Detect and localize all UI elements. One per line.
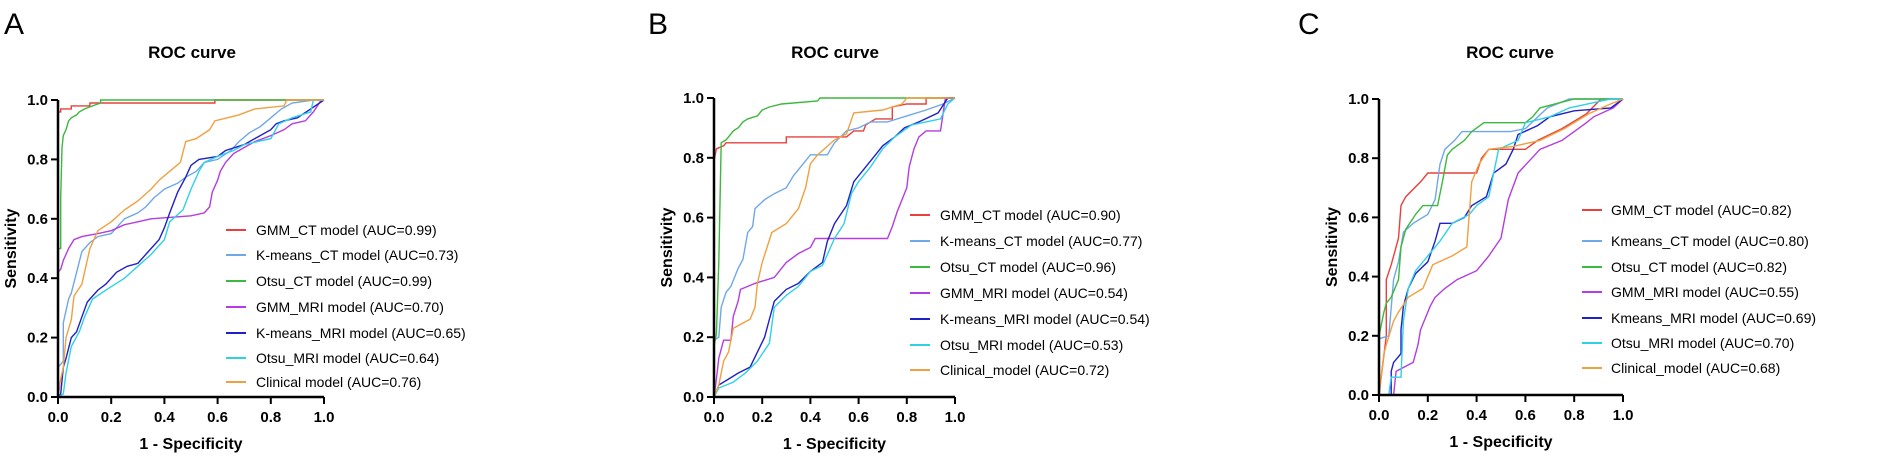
roc-curve-1 [57, 99, 324, 397]
legend-entry: GMM_MRI model (AUC=0.54) [940, 285, 1128, 301]
roc-curve-2 [713, 97, 955, 397]
legend-entry: K-means_CT model (AUC=0.77) [940, 233, 1142, 249]
panel-a: A ROC curve 0.0 0.2 0.4 0.6 0.8 1.0 0.0 0.2 0.4 0.6… [3, 8, 466, 453]
legend-entry: Clinical_model (AUC=0.68) [1611, 360, 1780, 376]
x-tick-label: 0.2 [752, 409, 773, 426]
roc-curve-2 [1378, 98, 1623, 395]
y-tick-label: 0.4 [683, 269, 705, 286]
y-tick-label: 0.0 [27, 389, 48, 406]
y-tick-label: 0.8 [1348, 150, 1369, 167]
y-tick-label: 0.8 [683, 150, 704, 167]
y-axis-label: Sensitivity [1324, 207, 1341, 287]
roc-curve-4 [713, 97, 955, 398]
y-tick-label: 1.0 [1348, 91, 1369, 108]
x-tick-label: 0.6 [1515, 407, 1536, 424]
roc-curve-3 [713, 97, 955, 398]
roc-curve-5 [713, 97, 956, 398]
y-tick-label: 0.6 [683, 210, 704, 227]
legend-entry: K-means_MRI model (AUC=0.65) [256, 325, 466, 341]
y-tick-label: 0.6 [1348, 209, 1369, 226]
legend-entry: Otsu_CT model (AUC=0.82) [1611, 259, 1787, 275]
x-tick-label: 0.8 [896, 409, 917, 426]
legend: GMM_CT model (AUC=0.82) Kmeans_CT model (… [1582, 202, 1816, 376]
panel-letter: A [4, 8, 24, 41]
y-tick-label: 1.0 [683, 90, 704, 107]
x-tick-label: 0.2 [1417, 407, 1438, 424]
legend-entry: Otsu_CT model (AUC=0.96) [940, 259, 1116, 275]
y-tick-label: 0.6 [27, 211, 48, 228]
roc-curve-6 [1378, 98, 1624, 396]
y-tick-label: 0.2 [27, 330, 48, 347]
roc-curve-0 [713, 97, 955, 397]
y-axis-label: Sensitivity [3, 208, 20, 288]
roc-curve-1 [713, 97, 956, 397]
x-tick-label: 0.4 [800, 409, 822, 426]
x-axis-label: 1 - Specificity [1449, 434, 1552, 451]
x-tick-label: 0.4 [1466, 407, 1488, 424]
chart-title: ROC curve [791, 43, 879, 62]
y-tick-label: 0.0 [1348, 387, 1369, 404]
legend-entry: GMM_CT model (AUC=0.99) [256, 222, 437, 238]
roc-curve-5 [1379, 98, 1623, 396]
roc-curve-3 [1379, 98, 1624, 396]
roc-curve-4 [57, 99, 325, 398]
legend-entry: Otsu_MRI model (AUC=0.53) [940, 337, 1123, 353]
roc-curve-0 [57, 99, 324, 397]
legend: GMM_CT model (AUC=0.99) K-means_CT model … [226, 222, 466, 390]
x-tick-label: 0.0 [704, 409, 725, 426]
legend-entry: Otsu_MRI model (AUC=0.64) [256, 350, 439, 366]
legend-entry: GMM_CT model (AUC=0.90) [940, 207, 1121, 223]
roc-curve-0 [1378, 98, 1623, 396]
y-tick-label: 0.2 [683, 329, 704, 346]
legend-entry: GMM_MRI model (AUC=0.55) [1611, 284, 1799, 300]
x-tick-label: 0.8 [260, 409, 281, 426]
roc-curve-3 [57, 99, 324, 397]
chart-title: ROC curve [148, 43, 236, 62]
legend-entry: K-means_CT model (AUC=0.73) [256, 247, 458, 263]
panel-letter: C [1298, 8, 1320, 41]
x-tick-label: 0.4 [154, 409, 176, 426]
x-tick-label: 0.0 [48, 409, 69, 426]
y-tick-label: 0.4 [27, 270, 49, 287]
roc-curve-6 [713, 97, 955, 398]
y-tick-label: 0.4 [1348, 269, 1370, 286]
legend-entry: Kmeans_MRI model (AUC=0.69) [1611, 310, 1816, 326]
roc-curve-6 [57, 99, 324, 398]
panel-c: C ROC curve 0.0 0.2 0.4 0.6 0.8 1.0 0.0 0.2 0.4 0.6… [1298, 8, 1816, 451]
y-tick-label: 0.8 [27, 151, 48, 168]
legend-entry: Otsu_MRI model (AUC=0.70) [1611, 335, 1794, 351]
y-tick-label: 1.0 [27, 92, 48, 109]
x-tick-label: 0.6 [848, 409, 869, 426]
legend-entry: Kmeans_CT model (AUC=0.80) [1611, 233, 1809, 249]
x-axis-label: 1 - Specificity [783, 436, 886, 453]
x-tick-label: 0.8 [1564, 407, 1585, 424]
x-tick-label: 1.0 [945, 409, 966, 426]
legend-entry: GMM_MRI model (AUC=0.70) [256, 299, 444, 315]
x-tick-label: 0.0 [1369, 407, 1390, 424]
chart-title: ROC curve [1466, 43, 1554, 62]
panel-b: B ROC curve 0.0 0.2 0.4 0.6 0.8 1.0 0.0 0.2 0.4 0.6… [648, 8, 1150, 453]
x-axis-label: 1 - Specificity [139, 436, 242, 453]
roc-curve-1 [1378, 98, 1623, 395]
panel-letter: B [648, 8, 668, 41]
x-tick-label: 0.2 [101, 409, 122, 426]
roc-curve-4 [1379, 98, 1624, 396]
y-tick-label: 0.2 [1348, 328, 1369, 345]
legend-entry: K-means_MRI model (AUC=0.54) [940, 311, 1150, 327]
y-tick-label: 0.0 [683, 389, 704, 406]
legend-entry: Otsu_CT model (AUC=0.99) [256, 273, 432, 289]
legend: GMM_CT model (AUC=0.90) K-means_CT model … [910, 207, 1150, 378]
x-tick-label: 0.6 [207, 409, 228, 426]
x-tick-label: 1.0 [1613, 407, 1634, 424]
roc-curve-2 [57, 99, 324, 397]
legend-entry: Clinical model (AUC=0.76) [256, 374, 421, 390]
x-tick-label: 1.0 [314, 409, 335, 426]
roc-curve-5 [57, 99, 324, 398]
y-axis-label: Sensitivity [659, 207, 676, 287]
legend-entry: Clinical_model (AUC=0.72) [940, 362, 1109, 378]
legend-entry: GMM_CT model (AUC=0.82) [1611, 202, 1792, 218]
